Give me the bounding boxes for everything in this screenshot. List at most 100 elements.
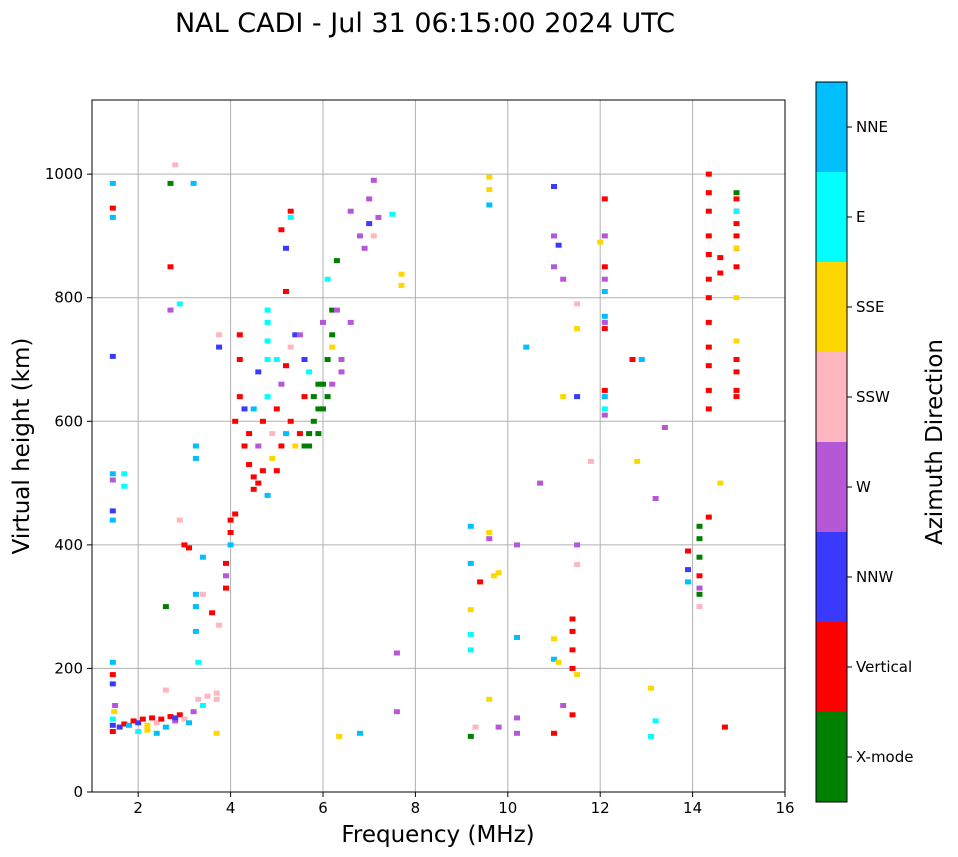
data-point-vertical	[250, 486, 257, 492]
data-point-nne	[109, 214, 116, 220]
y-tick-label: 200	[54, 659, 83, 677]
data-point-nnw	[555, 242, 562, 248]
data-point-nne	[126, 722, 132, 728]
data-point-nnw	[574, 394, 581, 400]
data-point-w	[551, 233, 557, 239]
data-point-x-mode	[310, 418, 317, 424]
data-point-nne	[264, 492, 271, 498]
data-point-sse	[486, 187, 493, 193]
data-point-w	[661, 425, 668, 430]
data-point-sse	[144, 727, 151, 733]
x-tick-label: 12	[591, 799, 610, 817]
data-point-x-mode	[301, 443, 308, 449]
data-point-vertical	[246, 431, 253, 437]
data-point-e	[264, 319, 271, 325]
data-point-vertical	[236, 332, 243, 338]
data-point-vertical	[109, 729, 116, 734]
data-point-vertical	[569, 616, 576, 622]
data-point-vertical	[223, 560, 229, 566]
data-point-e	[199, 703, 206, 708]
colorbar-label: SSW	[856, 388, 890, 406]
data-point-vertical	[705, 233, 712, 239]
data-point-nne	[186, 720, 192, 726]
data-point-w	[347, 208, 354, 214]
data-point-e	[467, 647, 474, 653]
data-point-w	[320, 319, 326, 325]
data-point-e	[135, 729, 142, 734]
data-point-vertical	[569, 628, 576, 634]
data-point-vertical	[130, 718, 137, 724]
data-point-vertical	[601, 326, 608, 332]
data-point-ssw	[696, 604, 703, 610]
data-point-sse	[329, 344, 336, 350]
data-point-vertical	[109, 205, 116, 211]
data-point-sse	[495, 570, 502, 576]
plot-frame	[91, 99, 786, 793]
data-point-sse	[574, 672, 581, 678]
data-point-vertical	[241, 443, 248, 449]
data-point-w	[696, 585, 703, 591]
data-point-nne	[153, 730, 160, 736]
data-point-sse	[555, 659, 562, 665]
data-point-ssw	[172, 162, 179, 168]
data-point-ssw	[574, 301, 581, 307]
data-point-nnw	[172, 715, 179, 721]
data-point-vertical	[227, 517, 234, 523]
data-point-nne	[109, 471, 116, 477]
data-point-e	[601, 406, 608, 412]
y-tick-label: 1000	[45, 165, 83, 183]
data-point-vertical	[109, 672, 116, 678]
data-point-vertical	[569, 647, 576, 653]
data-point-w	[255, 443, 262, 449]
data-point-vertical	[287, 418, 294, 424]
data-point-x-mode	[306, 443, 313, 449]
data-point-w	[601, 319, 608, 325]
colorbar-segment-ssw	[816, 352, 847, 442]
data-point-vertical	[705, 276, 712, 282]
colorbar-segment-nne	[816, 82, 847, 172]
data-point-nne	[638, 357, 645, 362]
data-point-sse	[574, 326, 581, 332]
data-point-vertical	[705, 514, 712, 520]
data-point-sse	[551, 636, 557, 642]
data-point-nnw	[301, 357, 308, 362]
data-point-e	[467, 631, 474, 637]
data-point-vertical	[255, 480, 262, 486]
colorbar-frame	[815, 81, 848, 803]
data-point-w	[601, 276, 608, 282]
colorbar-segment-w	[816, 442, 847, 532]
data-point-nne	[250, 406, 257, 412]
data-point-sse	[648, 685, 654, 691]
data-point-nne	[192, 628, 199, 634]
data-point-ssw	[588, 458, 594, 464]
data-point-w	[537, 480, 544, 486]
data-point-vertical	[705, 252, 712, 257]
data-point-x-mode	[315, 431, 322, 437]
colorbar-segment-vertical	[816, 622, 847, 712]
data-point-w	[560, 276, 567, 282]
data-point-nnw	[255, 369, 262, 375]
data-point-x-mode	[329, 332, 336, 338]
data-point-vertical	[246, 462, 253, 467]
data-point-sse	[490, 573, 497, 579]
data-point-w	[190, 709, 197, 715]
data-point-vertical	[232, 511, 239, 517]
data-point-nne	[109, 659, 116, 665]
x-tick-label: 16	[775, 799, 794, 817]
data-point-ssw	[574, 562, 581, 568]
data-point-ssw	[287, 344, 294, 350]
data-point-vertical	[167, 264, 174, 270]
data-point-nne	[192, 443, 199, 449]
data-point-vertical	[705, 208, 712, 214]
data-point-e	[287, 214, 294, 220]
x-tick-label: 4	[226, 799, 236, 817]
colorbar-label: NNW	[856, 568, 893, 586]
colorbar-label: W	[856, 478, 871, 496]
data-point-vertical	[301, 394, 308, 400]
data-point-e	[264, 394, 271, 400]
data-point-w	[329, 381, 336, 387]
data-point-e	[652, 718, 659, 724]
data-point-x-mode	[696, 536, 703, 542]
data-point-sse	[111, 709, 118, 715]
data-point-vertical	[717, 270, 724, 276]
